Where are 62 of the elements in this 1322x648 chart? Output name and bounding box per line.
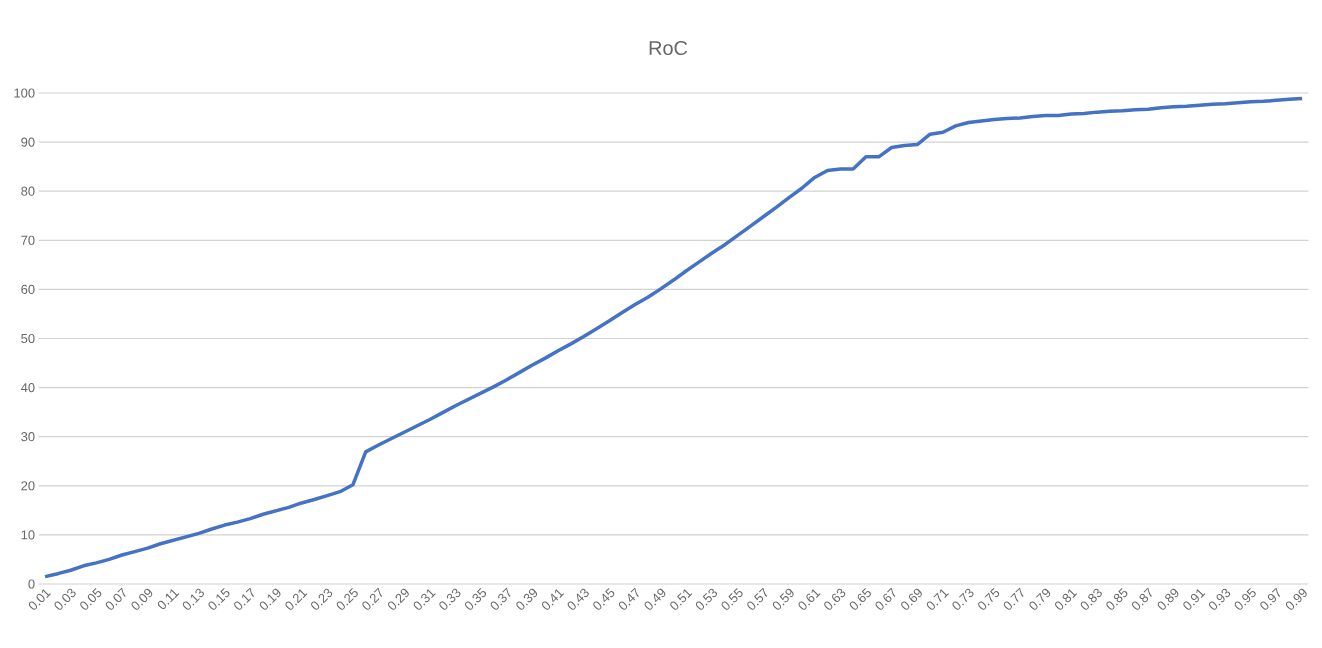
x-tick-label: 0.61: [798, 589, 821, 610]
chart-title: RoC: [649, 40, 688, 56]
x-tick-label: 0.15: [208, 587, 230, 610]
x-tick-label: 0.27: [362, 587, 383, 610]
x-tick-label: 0.37: [490, 587, 511, 610]
x-tick-label: 0.73: [952, 588, 974, 610]
x-tick-label: 0.81: [1055, 589, 1078, 610]
x-tick-label: 0.47: [618, 587, 639, 610]
y-tick-label: 50: [21, 333, 35, 344]
x-tick-label: 0.01: [28, 589, 51, 610]
x-tick-label: 0.39: [516, 588, 538, 610]
x-tick-label: 0.79: [1029, 588, 1051, 610]
x-tick-label: 0.33: [439, 588, 461, 610]
x-tick-label: 0.97: [1260, 587, 1281, 610]
x-tick-label: 0.85: [1106, 587, 1128, 610]
x-tick-label: 0.93: [1208, 588, 1231, 610]
x-tick-label: 0.31: [413, 589, 436, 610]
x-tick-label: 0.89: [1157, 588, 1179, 610]
x-tick-label: 0.41: [541, 589, 565, 610]
y-tick-label: 100: [14, 88, 35, 98]
y-tick-label: 20: [21, 481, 35, 491]
x-tick-label: 0.63: [824, 588, 846, 610]
x-tick-label: 0.23: [311, 588, 333, 610]
y-tick-label: 70: [21, 235, 35, 245]
x-tick-label: 0.45: [593, 587, 615, 610]
x-tick-label: 0.77: [1003, 587, 1024, 610]
x-tick-label: 0.87: [1131, 587, 1152, 610]
x-tick-label: 0.17: [234, 587, 255, 610]
y-tick-label: 60: [21, 284, 35, 294]
x-tick-label: 0.05: [80, 587, 102, 610]
x-tick-label: 0.59: [772, 588, 794, 610]
x-tick-label: 0.43: [567, 588, 589, 610]
y-tick-label: 0: [28, 579, 35, 589]
x-tick-label: 0.55: [721, 587, 743, 610]
x-tick-label: 0.25: [336, 587, 358, 610]
x-tick-label: 0.07: [105, 587, 126, 610]
x-tick-label: 0.49: [644, 588, 666, 610]
x-tick-label: 0.91: [1183, 589, 1206, 610]
y-tick-label: 90: [21, 137, 35, 147]
x-tick-label: 0.35: [464, 587, 487, 610]
x-tick-label: 0.11: [157, 589, 180, 610]
x-tick-label: 0.13: [182, 588, 204, 610]
x-tick-label: 0.09: [131, 588, 153, 610]
x-tick-label: 0.03: [54, 588, 76, 610]
x-tick-label: 0.21: [285, 589, 308, 610]
x-tick-label: 0.71: [926, 589, 949, 610]
y-tick-label: 80: [21, 186, 35, 196]
y-tick-label: 10: [21, 530, 35, 540]
x-tick-label: 0.51: [670, 589, 693, 610]
x-tick-label: 0.19: [259, 588, 281, 610]
y-tick-label: 40: [20, 382, 35, 393]
x-tick-label: 0.95: [1234, 587, 1256, 610]
x-tick-label: 0.99: [1285, 588, 1307, 610]
x-tick-label: 0.65: [849, 587, 871, 610]
x-tick-label: 0.67: [875, 587, 896, 610]
x-tick-label: 0.83: [1080, 588, 1102, 610]
x-tick-label: 0.57: [747, 587, 768, 610]
x-tick-label: 0.75: [978, 587, 1000, 610]
y-tick-label: 30: [21, 432, 35, 442]
x-tick-label: 0.69: [901, 588, 922, 610]
x-tick-label: 0.53: [695, 588, 718, 610]
x-tick-label: 0.29: [388, 588, 409, 610]
